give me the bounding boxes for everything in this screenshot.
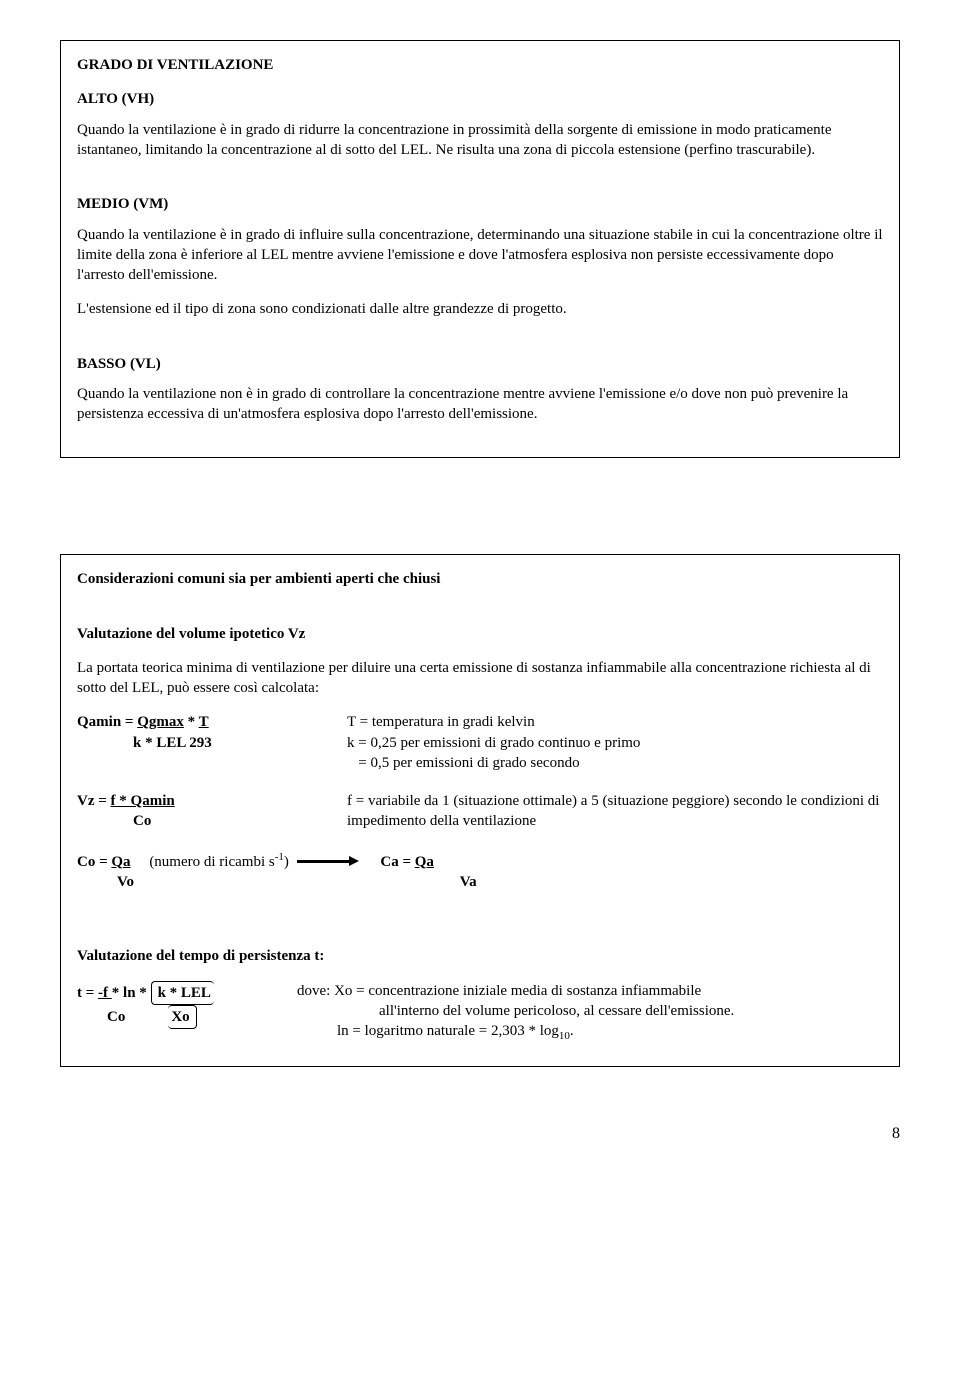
text-medio-2: L'estensione ed il tipo di zona sono con… [77, 299, 883, 319]
heading-grado: GRADO DI VENTILAZIONE [77, 55, 883, 75]
ca-qa: Qa [415, 854, 434, 870]
text-medio-1: Quando la ventilazione è in grado di inf… [77, 225, 883, 286]
t-ln: * ln * [112, 985, 151, 1001]
ca-va: Va [138, 874, 477, 890]
qamin-def-t: T = temperatura in gradi kelvin [347, 714, 535, 730]
co-eq: Co = [77, 854, 111, 870]
vz-num: f * Qamin [111, 793, 175, 809]
qamin-def-k2: = 0,5 per emissioni di grado secondo [347, 755, 580, 771]
t-co: Co [77, 1009, 125, 1025]
formula-qamin-left: Qamin = Qgmax * T k * LEL 293 [77, 712, 347, 773]
text-vz-intro: La portata teorica minima di ventilazion… [77, 658, 883, 699]
formula-co: Co = Qa (numero di ricambi s-1) Ca = Qa … [77, 850, 883, 893]
formula-vz: Vz = f * Qamin Co f = variabile da 1 (si… [77, 791, 883, 832]
t-klel: k * LEL [158, 985, 211, 1001]
qamin-def-k1: k = 0,25 per emissioni di grado continuo… [347, 735, 640, 751]
box-grado-ventilazione: GRADO DI VENTILAZIONE ALTO (VH) Quando l… [60, 40, 900, 458]
t-def2: all'interno del volume pericoloso, al ce… [297, 1003, 734, 1019]
vz-denom: Co [77, 813, 151, 829]
co-qa: Qa [111, 854, 130, 870]
label-medio: MEDIO (VM) [77, 194, 883, 214]
t-def1: dove: Xo = concentrazione iniziale media… [297, 983, 701, 999]
t-xo: Xo [168, 1005, 196, 1029]
co-note: (numero di ricambi s-1) [149, 854, 289, 870]
qamin-denom: k * LEL 293 [77, 735, 212, 751]
formula-vz-left: Vz = f * Qamin Co [77, 791, 347, 832]
vz-eq: Vz = [77, 793, 111, 809]
formula-vz-defs: f = variabile da 1 (situazione ottimale)… [347, 791, 883, 832]
heading-considerazioni: Considerazioni comuni sia per ambienti a… [77, 569, 883, 589]
box-considerazioni: Considerazioni comuni sia per ambienti a… [60, 554, 900, 1067]
formula-qamin-defs: T = temperatura in gradi kelvin k = 0,25… [347, 712, 883, 773]
label-basso: BASSO (VL) [77, 354, 883, 374]
qamin-eq: Qamin = [77, 714, 137, 730]
heading-t: Valutazione del tempo di persistenza t: [77, 946, 883, 966]
t-f: -f [98, 985, 112, 1001]
ca-eq: Ca = [380, 854, 414, 870]
arrow-icon [297, 857, 359, 867]
heading-vz: Valutazione del volume ipotetico Vz [77, 624, 883, 644]
t-eq: t = [77, 985, 98, 1001]
text-alto: Quando la ventilazione è in grado di rid… [77, 120, 883, 161]
qamin-t: T [199, 714, 209, 730]
formula-t-left: t = -f * ln * k * LEL Co Xo [77, 981, 297, 1044]
text-basso: Quando la ventilazione non è in grado di… [77, 384, 883, 425]
qamin-star: * [184, 714, 199, 730]
page-number: 8 [60, 1123, 900, 1145]
formula-qamin: Qamin = Qgmax * T k * LEL 293 T = temper… [77, 712, 883, 773]
co-vo: Vo [77, 874, 134, 890]
formula-t-defs: dove: Xo = concentrazione iniziale media… [297, 981, 883, 1044]
qamin-qgmax: Qgmax [137, 714, 184, 730]
vz-def-f: f = variabile da 1 (situazione ottimale)… [347, 793, 879, 829]
t-def3: ln = logaritmo naturale = 2,303 * log10. [297, 1023, 574, 1039]
formula-t: t = -f * ln * k * LEL Co Xo dove: Xo = co… [77, 981, 883, 1044]
label-alto: ALTO (VH) [77, 89, 883, 109]
